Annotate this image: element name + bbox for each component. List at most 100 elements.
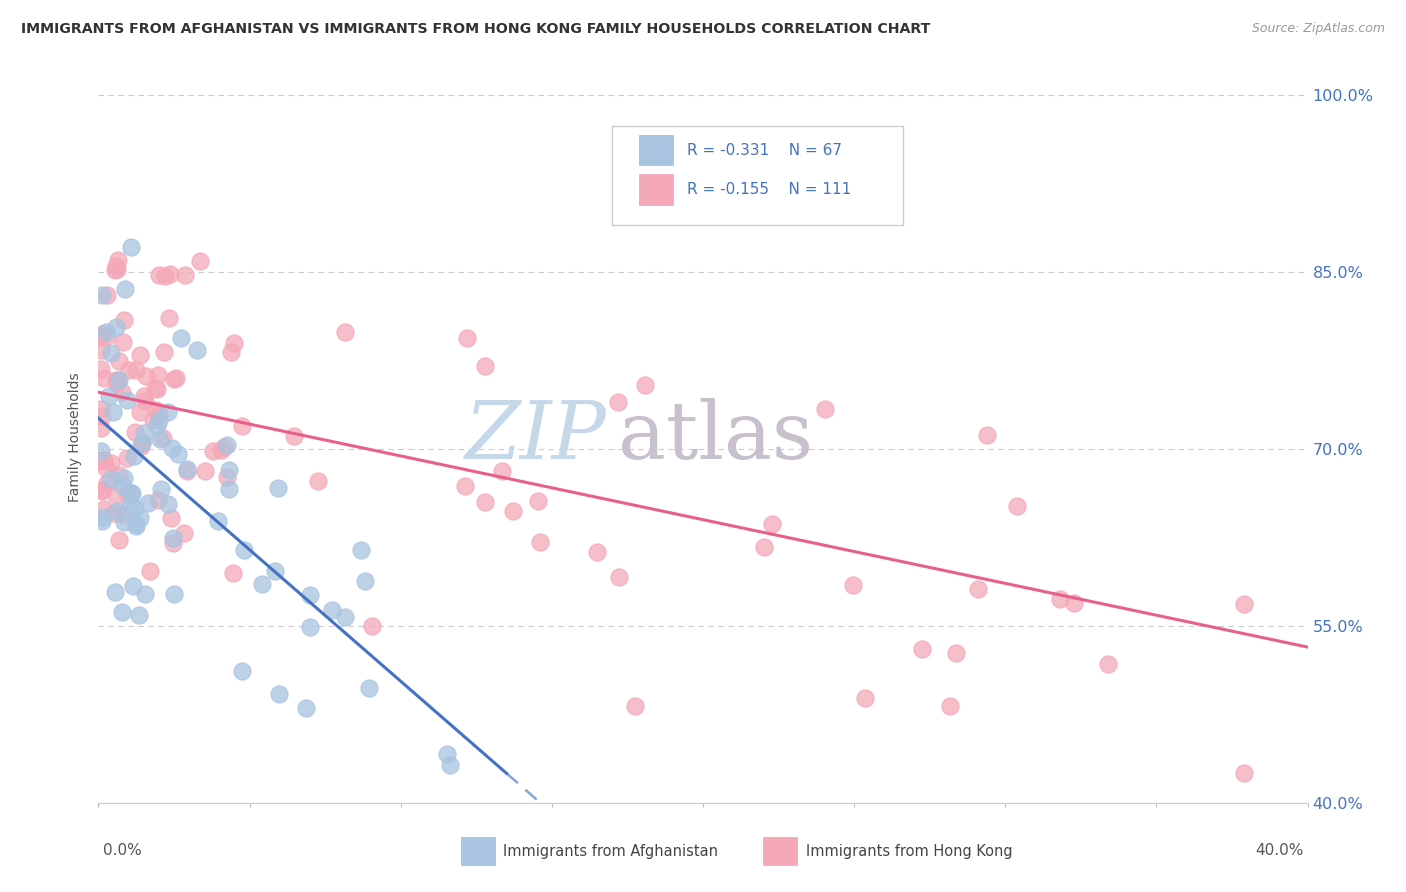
Point [219,345,242,359]
Point [90,330,112,344]
Point [333,609,356,624]
Point [107,252,129,267]
Point [162,536,184,550]
Point [138,496,160,510]
Point [131,436,153,450]
Point [153,268,176,283]
Point [90,326,112,341]
Point [91,288,114,302]
Point [754,540,776,554]
Point [761,517,783,532]
Text: 0.0%: 0.0% [103,843,142,858]
Point [333,326,356,340]
FancyBboxPatch shape [638,174,673,205]
Text: Immigrants from Hong Kong: Immigrants from Hong Kong [806,844,1012,859]
Point [214,440,236,454]
Point [111,605,134,619]
Point [218,463,240,477]
Point [1097,657,1119,671]
Point [222,566,245,581]
Point [100,472,122,486]
Point [91,510,114,524]
Point [607,395,630,409]
Point [105,377,128,392]
Point [122,449,145,463]
Text: Source: ZipAtlas.com: Source: ZipAtlas.com [1251,22,1385,36]
Point [1049,591,1071,606]
Point [112,479,135,493]
Point [233,542,256,557]
Point [139,564,162,578]
Point [134,425,156,440]
Point [110,507,132,521]
Point [439,757,461,772]
Point [173,268,195,282]
Point [157,311,180,326]
Text: R = -0.331    N = 67: R = -0.331 N = 67 [688,143,842,158]
Point [162,531,184,545]
Point [96,288,118,302]
Point [104,263,127,277]
Point [1233,597,1256,611]
Point [474,495,496,509]
Point [1063,596,1085,610]
Point [129,405,152,419]
Point [90,362,112,376]
Point [153,344,176,359]
Point [159,267,181,281]
Point [148,492,170,507]
Point [145,417,167,432]
FancyBboxPatch shape [461,838,495,865]
Point [103,506,125,520]
Text: IMMIGRANTS FROM AFGHANISTAN VS IMMIGRANTS FROM HONG KONG FAMILY HOUSEHOLDS CORRE: IMMIGRANTS FROM AFGHANISTAN VS IMMIGRANT… [21,22,931,37]
Point [105,504,128,518]
Point [173,525,195,540]
Point [146,368,169,382]
Point [118,498,141,512]
Point [93,453,115,467]
Point [132,389,155,403]
Point [148,407,170,421]
Point [207,514,229,528]
Point [129,348,152,362]
Point [124,425,146,439]
Point [125,516,148,531]
Point [129,510,152,524]
Point [120,486,142,500]
Point [148,413,170,427]
Point [100,456,122,470]
Point [134,394,156,409]
Point [298,620,321,634]
Text: atlas: atlas [619,398,814,476]
Point [96,475,118,490]
Point [454,478,477,492]
Point [90,343,112,357]
Point [115,450,138,465]
Point [90,409,112,424]
Point [111,384,134,399]
Point [96,325,118,339]
Point [267,481,290,495]
Point [112,312,135,326]
Point [283,429,305,443]
Point [120,240,142,254]
Point [361,618,384,632]
Point [607,570,630,584]
Point [152,431,174,445]
Point [911,642,934,657]
Point [269,687,291,701]
Point [842,577,865,591]
Point [163,587,186,601]
Text: R = -0.155    N = 111: R = -0.155 N = 111 [688,182,852,197]
Point [250,577,273,591]
Point [149,483,172,497]
Point [814,401,837,416]
Point [165,371,187,385]
Point [90,444,112,458]
Point [124,500,146,515]
Point [125,363,148,377]
Point [967,582,990,596]
Point [159,510,181,524]
Point [853,691,876,706]
Text: ZIP: ZIP [464,399,606,475]
